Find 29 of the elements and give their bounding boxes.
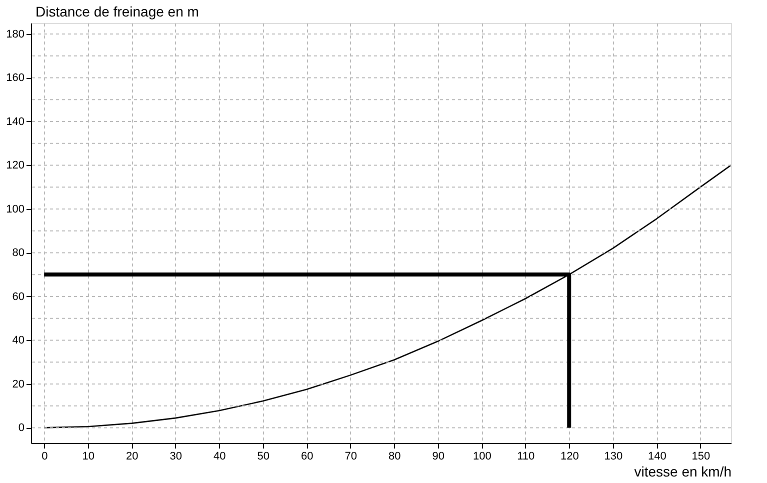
x-tick-label: 30 bbox=[170, 450, 182, 462]
y-tick-label: 40 bbox=[12, 334, 24, 347]
y-tick-label: 140 bbox=[6, 116, 24, 128]
x-tick-label: 150 bbox=[692, 450, 710, 462]
x-tick-label: 130 bbox=[604, 450, 623, 462]
x-tick-label: 0 bbox=[42, 450, 48, 462]
y-tick-label: 160 bbox=[6, 72, 24, 84]
x-tick-label: 40 bbox=[214, 450, 226, 462]
x-tick-label: 50 bbox=[257, 450, 270, 462]
x-tick-label: 140 bbox=[648, 450, 666, 462]
x-tick-label: 90 bbox=[432, 450, 444, 462]
x-tick-label: 120 bbox=[560, 450, 579, 462]
x-tick-label: 20 bbox=[126, 450, 138, 462]
y-tick-label: 0 bbox=[18, 422, 24, 434]
y-tick-label: 120 bbox=[6, 160, 24, 172]
x-tick-label: 110 bbox=[517, 450, 535, 462]
y-tick-label: 60 bbox=[12, 290, 24, 303]
y-tick-label: 80 bbox=[12, 247, 24, 260]
x-tick-label: 10 bbox=[82, 450, 94, 462]
y-tick-label: 20 bbox=[12, 378, 24, 390]
x-tick-label: 80 bbox=[388, 450, 401, 462]
x-tick-label: 100 bbox=[472, 450, 492, 462]
y-tick-label: 180 bbox=[6, 28, 24, 40]
x-tick-label: 60 bbox=[301, 450, 314, 462]
y-axis-title: Distance de freinage en m bbox=[36, 4, 199, 20]
y-tick-label: 100 bbox=[6, 203, 24, 216]
x-axis-title: vitesse en km/h bbox=[634, 464, 732, 480]
line-series bbox=[43, 164, 731, 428]
x-tick-label: 70 bbox=[344, 450, 357, 462]
